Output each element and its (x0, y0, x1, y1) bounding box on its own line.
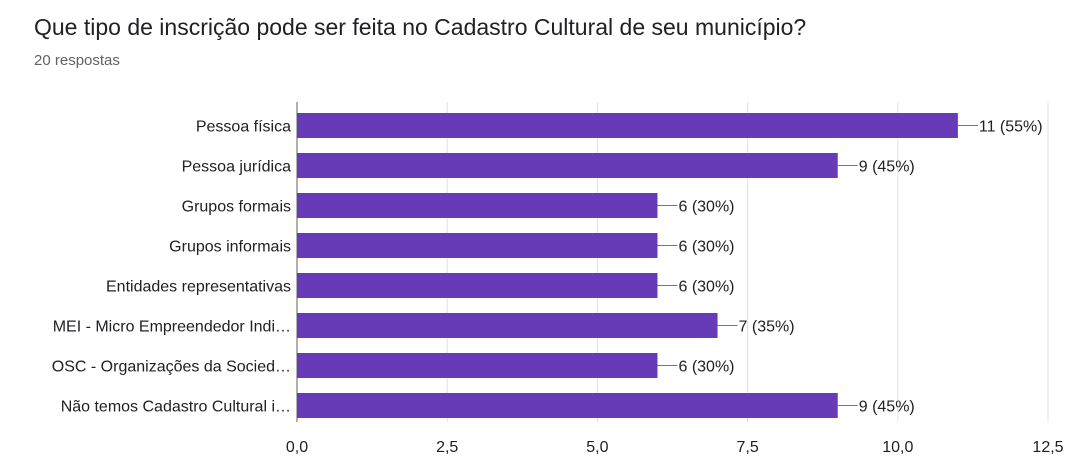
category-label: Não temos Cadastro Cultural i… (61, 399, 291, 416)
data-label: 7 (35%) (739, 319, 795, 336)
data-label: 6 (30%) (678, 279, 734, 296)
bar[interactable] (297, 233, 658, 258)
x-tick-label: 12,5 (1032, 439, 1063, 456)
bar[interactable] (297, 153, 838, 178)
bar[interactable] (297, 353, 658, 378)
category-label: MEI - Micro Empreendedor Indi… (53, 319, 291, 336)
bar[interactable] (297, 273, 658, 298)
data-label: 6 (30%) (678, 239, 734, 256)
category-label: Pessoa física (196, 119, 291, 136)
x-tick-label: 0,0 (286, 439, 308, 456)
category-label: Grupos formais (182, 199, 291, 216)
category-label: Entidades representativas (106, 279, 291, 296)
bar[interactable] (297, 393, 838, 418)
data-label: 11 (55%) (979, 119, 1043, 136)
x-tick-label: 5,0 (586, 439, 608, 456)
data-label: 9 (45%) (859, 159, 915, 176)
category-label: OSC - Organizações da Socied… (52, 359, 291, 376)
bar[interactable] (297, 313, 718, 338)
x-tick-label: 10,0 (882, 439, 913, 456)
data-label: 6 (30%) (678, 199, 734, 216)
category-label: Pessoa jurídica (182, 159, 291, 176)
bar[interactable] (297, 113, 958, 138)
response-count: 20 respostas (34, 52, 120, 69)
bar[interactable] (297, 193, 658, 218)
chart-title: Que tipo de inscrição pode ser feita no … (34, 14, 807, 40)
category-label: Grupos informais (169, 239, 291, 256)
data-label: 9 (45%) (859, 399, 915, 416)
data-label: 6 (30%) (678, 359, 734, 376)
x-tick-label: 2,5 (436, 439, 458, 456)
x-tick-label: 7,5 (736, 439, 758, 456)
